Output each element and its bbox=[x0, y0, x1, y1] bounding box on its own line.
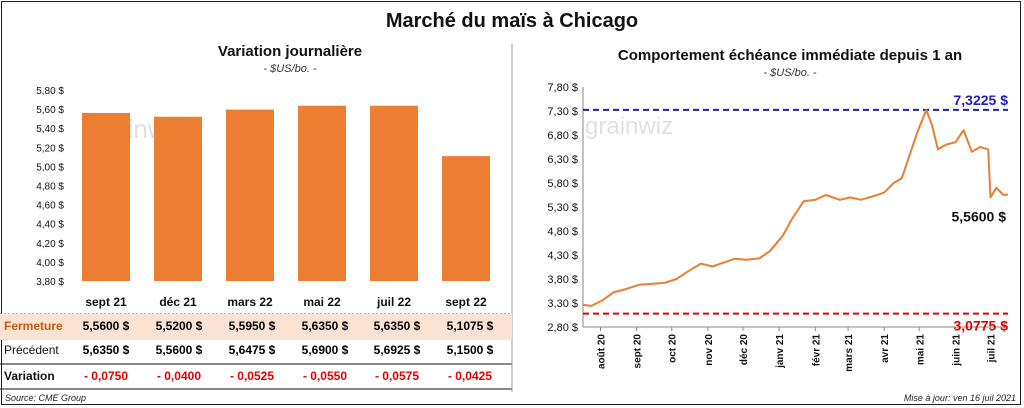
update-note: Mise à jour: ven 16 juil 2021 bbox=[903, 393, 1016, 403]
line-x-tick-label: juil 21 bbox=[986, 334, 997, 364]
bar-mark bbox=[226, 109, 274, 281]
table-row-fermeture: Fermeture 5,5600 $ 5,5200 $ 5,5950 $ 5,6… bbox=[0, 314, 512, 340]
bar-mark bbox=[298, 105, 346, 281]
line-y-tick-label: 4,30 $ bbox=[547, 250, 578, 262]
cell-precedent: 5,6475 $ bbox=[228, 343, 276, 357]
bar-x-tick-label: sept 22 bbox=[445, 295, 487, 309]
bar-y-tick-label: 5,20 $ bbox=[36, 143, 64, 154]
bar-x-tick-label: mars 22 bbox=[227, 295, 273, 309]
bar-mark bbox=[154, 116, 202, 282]
bar-x-tick-label: juil 22 bbox=[376, 295, 411, 309]
line-chart-title: Comportement échéance immédiate depuis 1… bbox=[617, 47, 963, 64]
line-x-tick-label: févr 21 bbox=[811, 334, 822, 367]
cell-variation: - 0,0550 bbox=[302, 369, 348, 383]
bar-y-tick-label: 4,40 $ bbox=[36, 220, 64, 231]
line-x-tick-label: mars 21 bbox=[844, 334, 855, 372]
bar-mark bbox=[370, 105, 418, 281]
bar-x-tick-label: mai 22 bbox=[303, 295, 341, 309]
bar-x-tick-label: sept 21 bbox=[85, 295, 127, 309]
bar-mark bbox=[442, 156, 490, 281]
line-x-tick-label: janv 21 bbox=[775, 334, 786, 369]
cell-variation: - 0,0525 bbox=[229, 369, 275, 383]
line-x-tick-label: nov 20 bbox=[704, 334, 715, 366]
line-chart-subtitle: - $US/bo. - bbox=[763, 67, 817, 79]
bar-y-tick-label: 3,80 $ bbox=[36, 277, 64, 288]
cell-precedent: 5,6350 $ bbox=[82, 343, 130, 357]
bar-y-tick-label: 4,60 $ bbox=[36, 201, 64, 212]
cell-variation: - 0,0750 bbox=[83, 369, 129, 383]
bar-y-tick-label: 5,40 $ bbox=[36, 124, 64, 135]
cell-variation: - 0,0425 bbox=[447, 369, 493, 383]
line-y-tick-label: 5,80 $ bbox=[547, 178, 578, 190]
bar-y-tick-label: 4,20 $ bbox=[36, 239, 64, 250]
cell-fermeture: 5,1075 $ bbox=[446, 319, 494, 333]
line-x-tick-label: avr 21 bbox=[880, 334, 891, 363]
cell-fermeture: 5,6350 $ bbox=[301, 319, 349, 333]
line-y-tick-label: 4,80 $ bbox=[547, 226, 578, 238]
price-series-line bbox=[582, 109, 1009, 307]
row-label-variation: Variation bbox=[4, 369, 55, 383]
cell-precedent: 5,5600 $ bbox=[155, 343, 203, 357]
bar-x-tick-label: déc 21 bbox=[159, 295, 197, 309]
table-row-variation: Variation - 0,0750 - 0,0400 - 0,0525 - 0… bbox=[0, 364, 512, 390]
bar-y-tick-label: 4,00 $ bbox=[36, 258, 64, 269]
line-x-tick-label: août 20 bbox=[597, 334, 608, 369]
cell-variation: - 0,0575 bbox=[374, 369, 420, 383]
line-y-tick-label: 5,30 $ bbox=[547, 202, 578, 214]
line-y-tick-label: 7,80 $ bbox=[547, 82, 578, 94]
last-value-label: 5,5600 $ bbox=[952, 209, 1007, 225]
bar-y-tick-label: 5,00 $ bbox=[36, 162, 64, 173]
table-row-precedent: Précédent 5,6350 $ 5,5600 $ 5,6475 $ 5,6… bbox=[0, 338, 512, 364]
bar-mark bbox=[82, 112, 130, 281]
line-y-tick-label: 3,30 $ bbox=[547, 298, 578, 310]
line-y-tick-label: 6,80 $ bbox=[547, 130, 578, 142]
cell-precedent: 5,6925 $ bbox=[373, 343, 421, 357]
page-title: Marché du maïs à Chicago bbox=[385, 10, 639, 32]
line-y-tick-label: 6,30 $ bbox=[547, 154, 578, 166]
low-value-label: 3,0775 $ bbox=[954, 318, 1009, 334]
cell-fermeture: 5,5600 $ bbox=[82, 319, 130, 333]
high-value-label: 7,3225 $ bbox=[954, 92, 1009, 108]
row-label-fermeture: Fermeture bbox=[4, 319, 63, 333]
line-y-tick-label: 7,30 $ bbox=[547, 106, 578, 118]
bar-y-tick-label: 5,60 $ bbox=[36, 105, 64, 116]
line-x-tick-label: oct 20 bbox=[668, 334, 679, 363]
bar-y-tick-label: 4,80 $ bbox=[36, 182, 64, 193]
line-x-tick-label: sept 20 bbox=[633, 334, 644, 369]
line-x-tick-label: déc 20 bbox=[739, 334, 750, 366]
cell-variation: - 0,0400 bbox=[156, 369, 202, 383]
row-label-precedent: Précédent bbox=[4, 343, 59, 357]
watermark-text: grainwiz bbox=[585, 113, 673, 140]
bar-y-tick-label: 5,80 $ bbox=[36, 86, 64, 97]
line-y-tick-label: 2,80 $ bbox=[547, 322, 578, 334]
cell-fermeture: 5,5200 $ bbox=[155, 319, 203, 333]
cell-fermeture: 5,5950 $ bbox=[228, 319, 276, 333]
cell-precedent: 5,1500 $ bbox=[446, 343, 494, 357]
source-note: Source: CME Group bbox=[5, 393, 87, 403]
bar-chart-subtitle: - $US/bo. - bbox=[263, 63, 317, 75]
cell-fermeture: 5,6350 $ bbox=[373, 319, 421, 333]
line-y-tick-label: 3,80 $ bbox=[547, 274, 578, 286]
line-x-tick-label: mai 21 bbox=[915, 334, 926, 366]
line-x-tick-label: juin 21 bbox=[951, 334, 962, 367]
bar-chart-title: Variation journalière bbox=[217, 43, 363, 60]
cell-precedent: 5,6900 $ bbox=[301, 343, 349, 357]
